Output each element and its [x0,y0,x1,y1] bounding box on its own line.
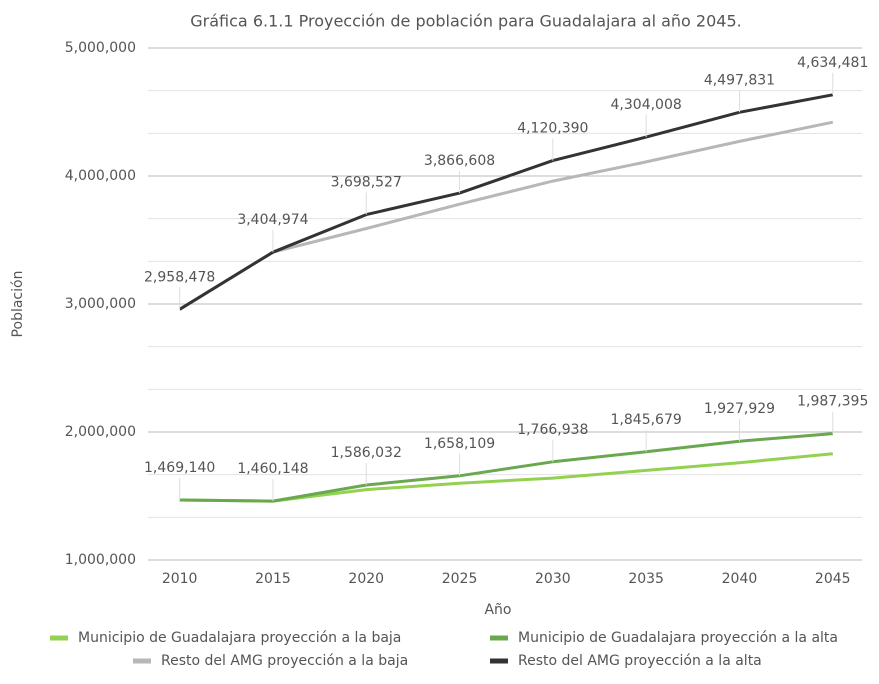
x-tick-label: 2010 [162,571,198,587]
x-tick-label: 2030 [535,571,571,587]
data-label: 1,845,679 [611,412,682,428]
data-label: 1,469,140 [144,460,215,476]
x-tick-label: 2020 [348,571,384,587]
data-label: 4,634,481 [797,55,868,71]
data-label: 4,120,390 [517,121,588,137]
data-label: 1,987,395 [797,394,868,410]
data-label: 3,866,608 [424,153,495,169]
x-tick-label: 2040 [722,571,758,587]
x-tick-label: 2015 [255,571,291,587]
x-tick-label: 2035 [628,571,664,587]
chart-title: Gráfica 6.1.1 Proyección de población pa… [190,12,741,31]
series-line [178,93,834,311]
y-tick-label: 2,000,000 [65,424,136,440]
legend-label: Resto del AMG proyección a la baja [161,653,408,669]
series-line [178,120,834,311]
x-tick-label: 2045 [815,571,851,587]
x-tick-label: 2025 [442,571,478,587]
data-label: 3,698,527 [331,175,402,191]
x-axis-title: Año [484,602,511,618]
data-label: 4,304,008 [611,97,682,113]
y-tick-label: 3,000,000 [65,296,136,312]
data-label: 1,460,148 [237,461,308,477]
data-label: 1,927,929 [704,401,775,417]
y-tick-label: 4,000,000 [65,168,136,184]
data-label: 3,404,974 [237,212,308,228]
y-tick-label: 5,000,000 [65,40,136,56]
data-label: 1,766,938 [517,422,588,438]
data-label: 1,658,109 [424,436,495,452]
legend-label: Municipio de Guadalajara proyección a la… [518,630,838,646]
y-tick-label: 1,000,000 [65,552,136,568]
y-axis-title: Población [10,271,26,338]
legend-label: Municipio de Guadalajara proyección a la… [78,630,401,646]
data-label: 2,958,478 [144,269,215,285]
series-line [179,432,833,503]
legend-label: Resto del AMG proyección a la alta [518,653,762,669]
data-label: 1,586,032 [331,445,402,461]
data-label: 4,497,831 [704,72,775,88]
